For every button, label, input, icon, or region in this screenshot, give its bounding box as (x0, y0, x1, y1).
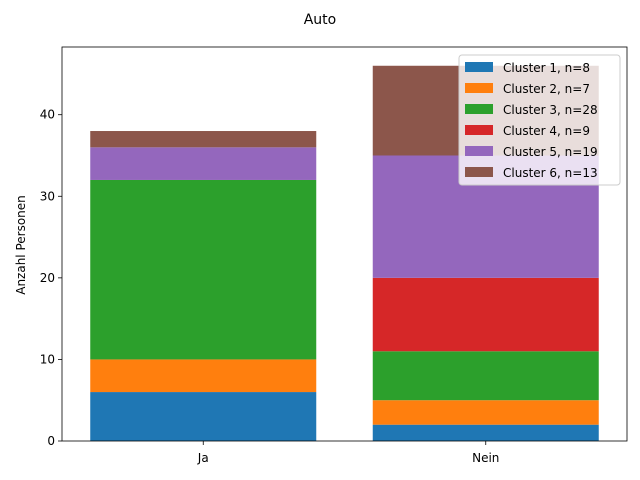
bar-segment-nein-cluster-2 (372, 400, 599, 425)
legend-swatch (465, 62, 493, 72)
legend-box (458, 54, 621, 186)
y-tick-label: 30 (40, 189, 55, 203)
legend: Cluster 1, n=8 Cluster 2, n=7 Cluster 3, n… (458, 54, 621, 186)
x-tick-label: Ja (197, 451, 209, 465)
legend-label: Cluster 5, n=19 (503, 145, 598, 159)
x-tick-label: Nein (472, 451, 499, 465)
legend-label: Cluster 6, n=13 (503, 166, 598, 180)
y-tick-label: 20 (40, 271, 55, 285)
bar-segment-ja-cluster-3 (90, 179, 317, 360)
legend-swatch (465, 104, 493, 114)
bar-segment-nein-cluster-1 (372, 424, 599, 441)
y-tick-label: 0 (47, 434, 55, 448)
legend-label: Cluster 2, n=7 (503, 82, 590, 96)
legend-label: Cluster 3, n=28 (503, 103, 598, 117)
y-tick-label: 40 (40, 108, 55, 122)
legend-swatch (465, 125, 493, 135)
legend-label: Cluster 4, n=9 (503, 124, 590, 138)
legend-label: Cluster 1, n=8 (503, 61, 590, 75)
bar-segment-ja-cluster-2 (90, 359, 317, 393)
chart-title: Auto (304, 12, 337, 28)
y-axis-label: Anzahl Personen (14, 195, 28, 295)
legend-swatch (465, 146, 493, 156)
bar-segment-ja-cluster-6 (90, 131, 317, 148)
bar-segment-ja-cluster-1 (90, 392, 317, 441)
legend-swatch (465, 83, 493, 93)
y-tick-label: 10 (40, 352, 55, 366)
plot-frame (61, 46, 628, 442)
bar-segment-nein-cluster-4 (372, 277, 599, 352)
bar-segment-ja-cluster-5 (90, 147, 317, 180)
legend-swatch (465, 167, 493, 177)
axes-layer: Ja Nein 0 10 20 30 40 (40, 46, 628, 465)
bar-segment-nein-cluster-3 (372, 351, 599, 401)
